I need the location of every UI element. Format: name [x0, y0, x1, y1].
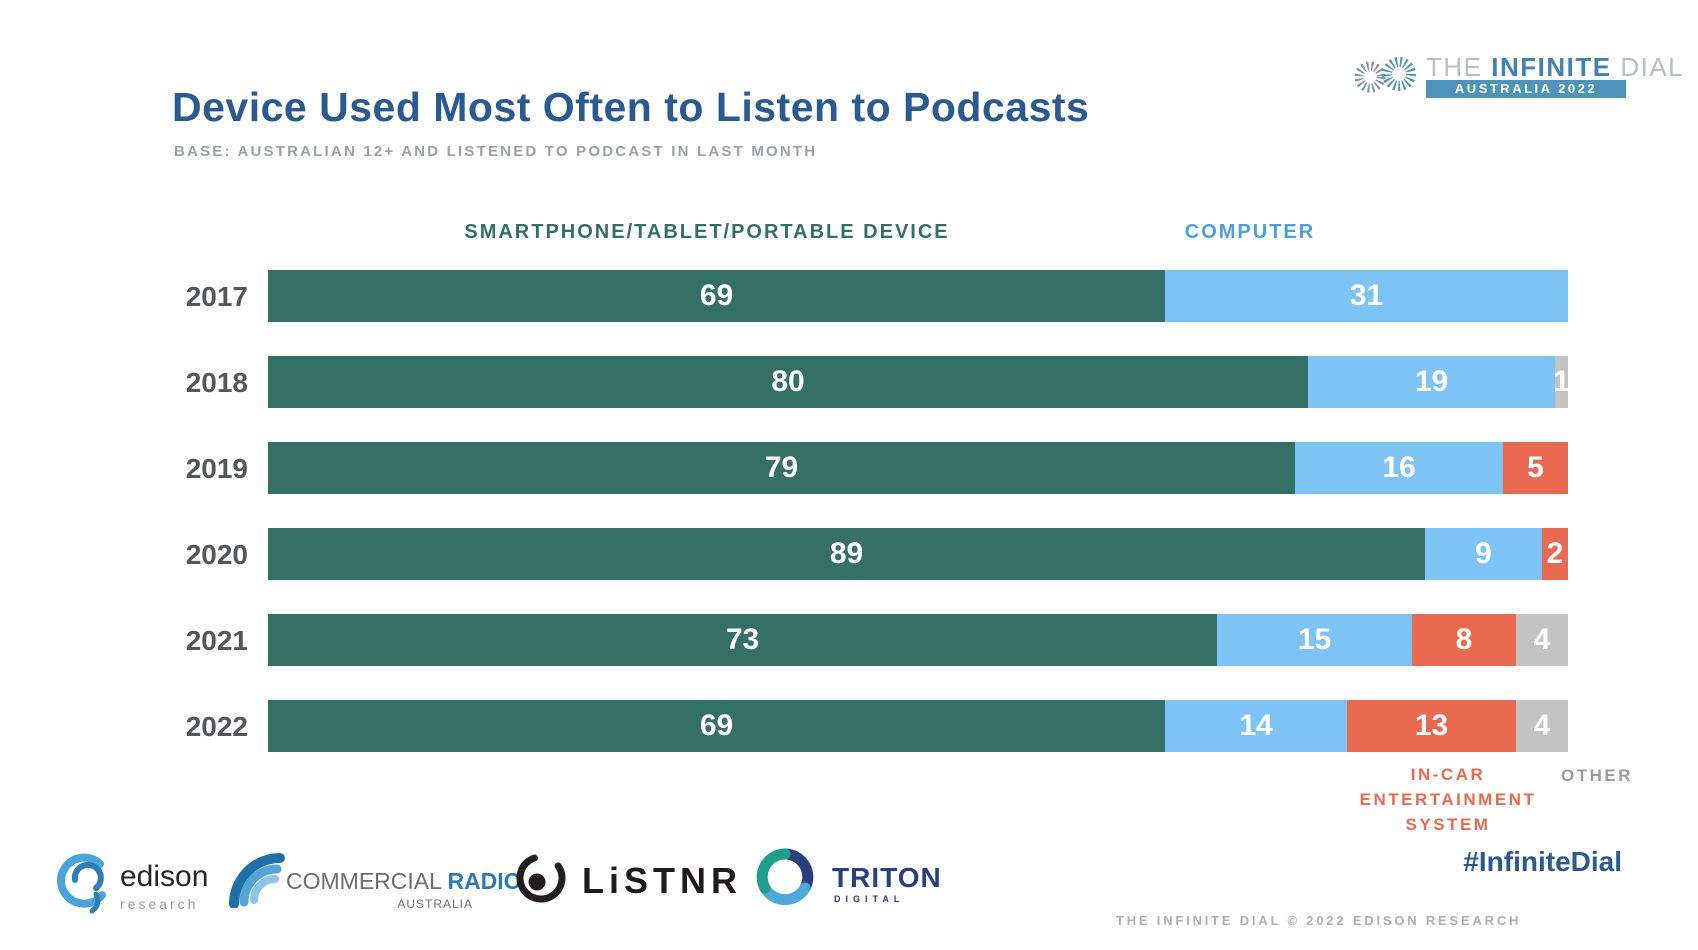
bar-segment-2020-computer: 9 [1425, 528, 1542, 580]
base-subtitle: BASE: AUSTRALIAN 12+ AND LISTENED TO POD… [174, 143, 818, 160]
bar-row-2020: 89 9 2 [268, 528, 1568, 580]
bar-segment-2022-other: 4 [1516, 700, 1568, 752]
bar-value-label: 14 [1239, 709, 1273, 742]
logo-the: THE [1426, 52, 1483, 82]
bar-row-2017: 69 31 [268, 270, 1568, 322]
legend-computer-label: COMPUTER [1184, 221, 1316, 243]
edison-research-logo: edison research [120, 860, 208, 912]
cra-commercial: COMMERCIAL [286, 868, 448, 894]
logo-banner-australia-2022: AUSTRALIA 2022 [1426, 80, 1626, 98]
triton-name: TRITON [832, 862, 942, 893]
bar-segment-2022-smartphone-tablet-portable-device: 69 [268, 700, 1165, 752]
bar-value-label: 69 [699, 279, 734, 312]
year-label-2018: 2018 [185, 367, 248, 398]
commercial-radio-logo: COMMERCIAL RADIO [286, 868, 522, 895]
copyright-line: THE INFINITE DIAL © 2022 EDISON RESEARCH [1116, 913, 1522, 928]
hashtag-infinitedial: #InfiniteDial [1463, 846, 1622, 877]
legend-smartphone-label: SMARTPHONE/TABLET/PORTABLE DEVICE [464, 221, 950, 243]
triton-sub: DIGITAL [834, 894, 905, 904]
incar-line-3: SYSTEM [1405, 815, 1491, 834]
bar-row-2021: 73 15 8 4 [268, 614, 1568, 666]
listnr-logo: LiSTNR [582, 860, 742, 901]
bar-value-label: 31 [1349, 279, 1384, 312]
bar-segment-2019-in-car-entertainment-system: 5 [1503, 442, 1568, 494]
bar-segment-2020-in-car-entertainment-system: 2 [1542, 528, 1568, 580]
bar-segment-2018-other: 1 [1553, 356, 1570, 408]
bar-segment-2017-smartphone-tablet-portable-device: 69 [268, 270, 1165, 322]
cra-australia: AUSTRALIA [397, 897, 473, 911]
year-label-2022: 2022 [185, 711, 248, 742]
bar-value-label: 9 [1475, 537, 1492, 570]
legend-incar-label: IN-CAR ENTERTAINMENT SYSTEM [1315, 762, 1581, 837]
logo-dial: DIAL [1620, 52, 1685, 82]
bar-value-label: 13 [1414, 709, 1449, 742]
bar-value-label: 69 [699, 709, 734, 742]
bar-segment-2022-in-car-entertainment-system: 13 [1347, 700, 1516, 752]
bar-value-label: 79 [764, 451, 799, 484]
bar-value-label: 1 [1553, 365, 1570, 398]
infinite-dial-wordmark: THE INFINITE DIAL [1426, 52, 1684, 83]
bar-segment-2021-other: 4 [1516, 614, 1568, 666]
bar-segment-2018-smartphone-tablet-portable-device: 80 [268, 356, 1308, 408]
edison-name: edison [120, 860, 209, 893]
bar-value-label: 15 [1297, 623, 1332, 656]
bar-row-2019: 79 16 5 [268, 442, 1568, 494]
logo-infinite: INFINITE [1491, 52, 1612, 82]
bar-row-2018: 80 19 1 [268, 356, 1570, 408]
bar-segment-2019-computer: 16 [1295, 442, 1503, 494]
bar-segment-2018-computer: 19 [1308, 356, 1555, 408]
bar-value-label: 89 [829, 537, 864, 570]
listnr-icon [516, 853, 566, 903]
year-label-2019: 2019 [185, 453, 248, 484]
bar-segment-2021-computer: 15 [1217, 614, 1412, 666]
bar-value-label: 4 [1533, 709, 1551, 742]
edison-sub: research [120, 896, 199, 912]
bar-segment-2017-computer: 31 [1165, 270, 1568, 322]
bar-value-label: 4 [1533, 623, 1551, 656]
bar-row-2022: 69 14 13 4 [268, 700, 1568, 752]
bar-segment-2020-smartphone-tablet-portable-device: 89 [268, 528, 1425, 580]
year-label-2021: 2021 [185, 625, 248, 656]
edison-research-icon [57, 853, 106, 914]
bar-value-label: 2 [1546, 537, 1564, 570]
bar-value-label: 80 [771, 365, 805, 398]
incar-line-1: IN-CAR [1410, 765, 1486, 784]
commercial-radio-icon [229, 853, 285, 908]
bar-value-label: 8 [1455, 623, 1473, 656]
bar-value-label: 5 [1527, 451, 1544, 484]
year-label-2017: 2017 [185, 281, 248, 312]
bar-value-label: 16 [1382, 451, 1416, 484]
year-label-2020: 2020 [185, 539, 248, 570]
infinite-dial-infinity-icon [1354, 57, 1416, 93]
bar-segment-2019-smartphone-tablet-portable-device: 79 [268, 442, 1295, 494]
cra-radio: RADIO [447, 868, 522, 894]
bar-value-label: 19 [1414, 365, 1449, 398]
triton-digital-icon [756, 848, 814, 906]
incar-line-2: ENTERTAINMENT [1359, 790, 1537, 809]
legend-other-label: OTHER [1561, 766, 1633, 785]
bar-segment-2021-in-car-entertainment-system: 8 [1412, 614, 1516, 666]
page-title: Device Used Most Often to Listen to Podc… [172, 84, 1090, 130]
bar-segment-2022-computer: 14 [1165, 700, 1347, 752]
bar-segment-2021-smartphone-tablet-portable-device: 73 [268, 614, 1217, 666]
bar-value-label: 73 [725, 623, 760, 656]
